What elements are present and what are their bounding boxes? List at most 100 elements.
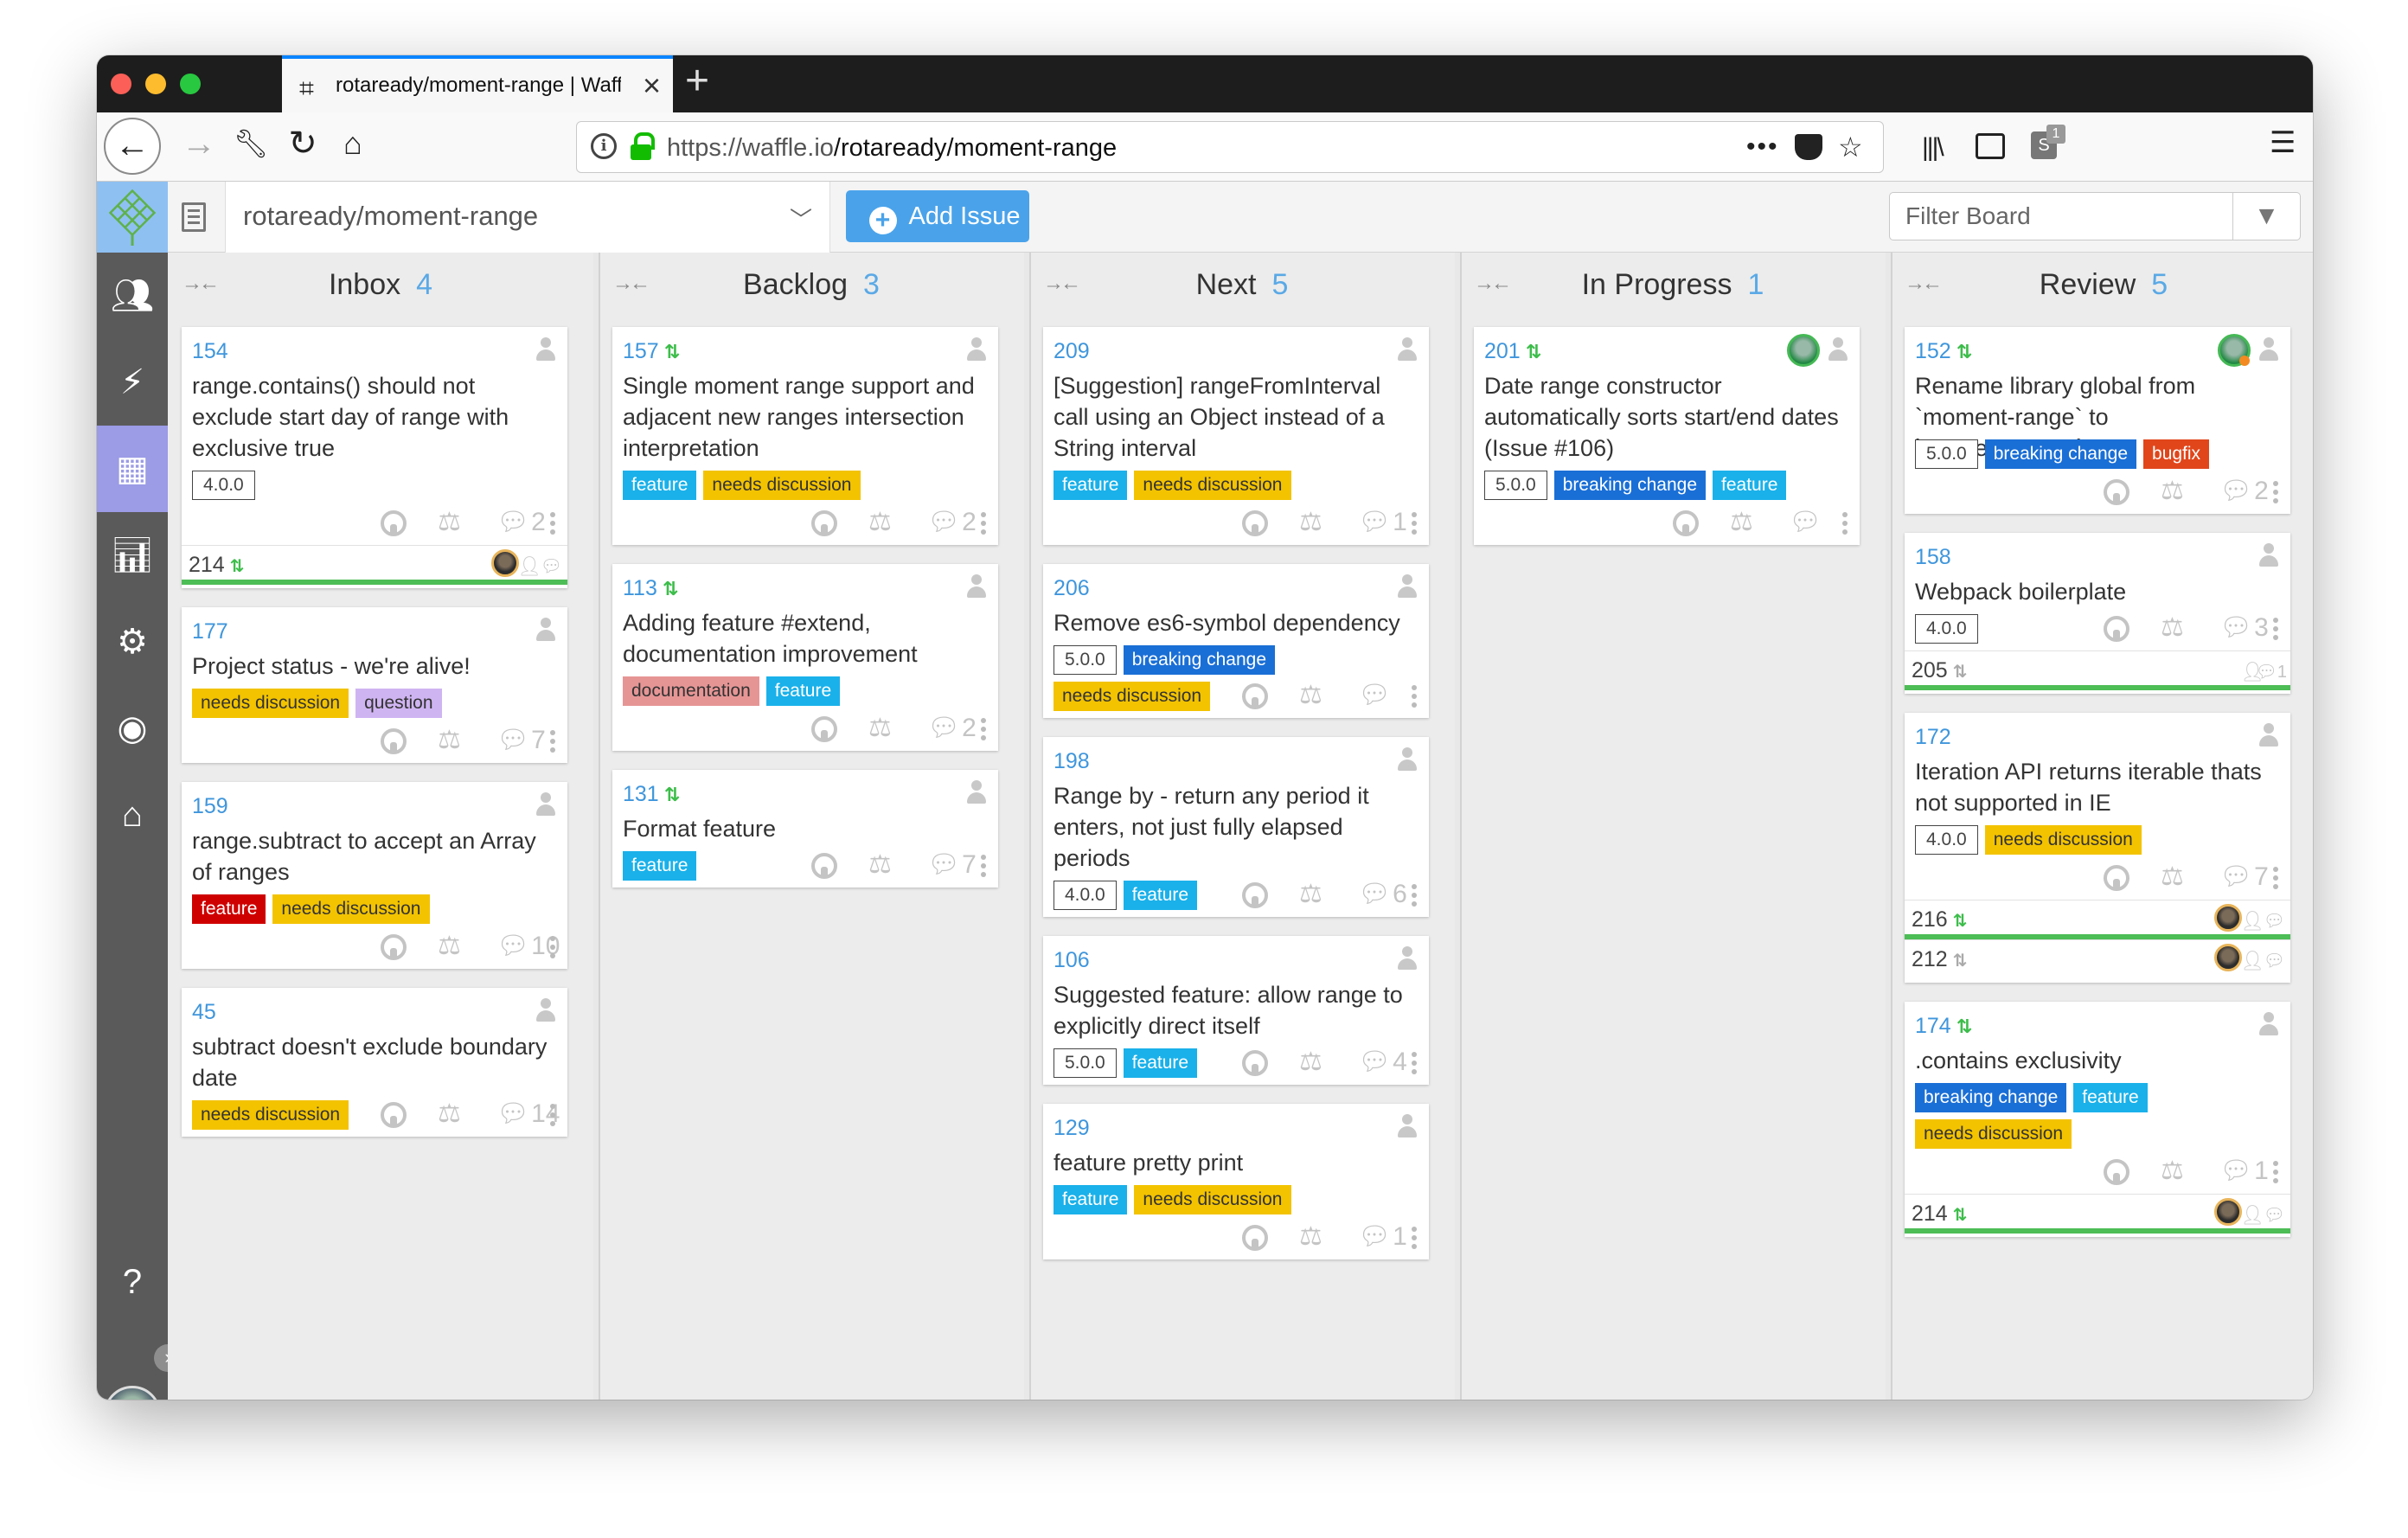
- issue-number[interactable]: 172: [1915, 725, 1951, 750]
- issue-number[interactable]: 152 ⇅: [1915, 339, 1972, 364]
- issue-number[interactable]: 206: [1054, 576, 1090, 601]
- help-icon[interactable]: ?: [122, 1263, 143, 1301]
- card-menu-icon[interactable]: [1412, 685, 1417, 711]
- sidebar-home-icon[interactable]: ⌂: [121, 796, 144, 834]
- comments-icon[interactable]: 💬︎2: [927, 508, 977, 536]
- address-bar[interactable]: i https://waffle.io/rotaready/moment-ran…: [576, 121, 1884, 173]
- milestone-badge[interactable]: 5.0.0: [1054, 645, 1117, 675]
- menu-icon[interactable]: ☰: [2270, 126, 2296, 159]
- milestone-scale-icon[interactable]: ⚖︎: [1299, 1222, 1322, 1251]
- linked-pull-request[interactable]: 214 ⇅ 👤︎ 💬︎: [182, 545, 567, 585]
- home-icon[interactable]: ⌂: [343, 125, 362, 161]
- more-actions-icon[interactable]: •••: [1746, 132, 1779, 161]
- github-icon[interactable]: [1242, 680, 1268, 711]
- linked-pull-request[interactable]: 214 ⇅ 👤︎ 💬︎: [1905, 1194, 2290, 1234]
- issue-title[interactable]: Suggested feature: allow range to explic…: [1054, 982, 1403, 1039]
- label-bugfix[interactable]: bugfix: [2143, 439, 2210, 469]
- linked-pr-comments-icon[interactable]: 💬︎: [540, 557, 562, 576]
- label-needs-discussion[interactable]: needs discussion: [1984, 825, 2142, 855]
- close-window-button[interactable]: [111, 74, 131, 94]
- issue-title[interactable]: range.contains() should not exclude star…: [192, 373, 509, 461]
- label-breaking-change[interactable]: breaking change: [1553, 471, 1707, 500]
- issue-number[interactable]: 209: [1054, 339, 1090, 364]
- milestone-scale-icon[interactable]: ⚖︎: [868, 508, 892, 536]
- assignee-icon[interactable]: [535, 618, 557, 642]
- github-icon[interactable]: [1242, 1047, 1268, 1078]
- issue-card[interactable]: 158 Webpack boilerplate 4.0.0 ⚖︎ 💬︎3 205 ⇅ 👤︎ 💬︎…: [1905, 533, 2290, 694]
- linked-pr-avatar[interactable]: [2214, 1198, 2242, 1226]
- issue-title[interactable]: Adding feature #extend, documentation im…: [623, 610, 918, 667]
- milestone-scale-icon[interactable]: ⚖︎: [438, 508, 461, 536]
- forward-button[interactable]: →: [182, 125, 216, 163]
- card-menu-icon[interactable]: [550, 730, 555, 756]
- milestone-badge[interactable]: 4.0.0: [1915, 614, 1978, 644]
- comments-icon[interactable]: 💬︎4: [1358, 1048, 1407, 1076]
- linked-pr-avatar[interactable]: [2214, 904, 2242, 932]
- comments-icon[interactable]: 💬︎1: [1358, 1222, 1407, 1251]
- issue-card[interactable]: 209 [Suggestion] rangeFromInterval call u…: [1043, 327, 1429, 545]
- issue-card[interactable]: 201 ⇅ Date range constructor automatically…: [1474, 327, 1860, 545]
- add-issue-button[interactable]: + Add Issue: [846, 190, 1029, 242]
- linked-pr-comments-icon[interactable]: 💬︎: [2263, 952, 2285, 971]
- issue-card[interactable]: 177 Project status - we're alive! needs di…: [182, 607, 567, 763]
- issue-title[interactable]: Project status - we're alive!: [192, 653, 471, 679]
- label-breaking-change[interactable]: breaking change: [1123, 645, 1276, 675]
- label-feature[interactable]: feature: [2073, 1083, 2148, 1112]
- issue-title[interactable]: [Suggestion] rangeFromInterval call usin…: [1054, 373, 1385, 461]
- label-needs-discussion[interactable]: needs discussion: [1134, 471, 1291, 500]
- linked-pr-assignee-icon[interactable]: 👤︎: [517, 555, 541, 577]
- github-icon[interactable]: [381, 931, 407, 962]
- sidebar-lightning-icon[interactable]: ⚡︎: [119, 363, 145, 401]
- label-feature[interactable]: feature: [1123, 881, 1198, 910]
- github-icon[interactable]: [811, 713, 837, 744]
- url-text[interactable]: https://waffle.io/rotaready/moment-range: [667, 134, 1117, 163]
- issue-number[interactable]: 106: [1054, 948, 1090, 973]
- github-icon[interactable]: [1673, 507, 1699, 538]
- linked-pull-request[interactable]: 212 ⇅ 👤︎ 💬︎: [1905, 939, 2290, 979]
- milestone-scale-icon[interactable]: ⚖︎: [1299, 880, 1322, 908]
- issue-number[interactable]: 198: [1054, 749, 1090, 774]
- issue-number[interactable]: 45: [192, 1000, 216, 1025]
- milestone-badge[interactable]: 5.0.0: [1915, 439, 1978, 469]
- comments-icon[interactable]: 💬︎2: [2219, 477, 2269, 505]
- close-tab-icon[interactable]: ×: [642, 67, 661, 103]
- library-icon[interactable]: |||\: [1922, 133, 1944, 162]
- issue-number[interactable]: 174 ⇅: [1915, 1014, 1972, 1039]
- linked-pr-comments-icon[interactable]: 💬︎1: [2255, 663, 2287, 682]
- issue-card[interactable]: 129 feature pretty print feature needs disc…: [1043, 1104, 1429, 1259]
- issue-number[interactable]: 129: [1054, 1116, 1090, 1141]
- issue-title[interactable]: Format feature: [623, 816, 777, 842]
- milestone-scale-icon[interactable]: ⚖︎: [1299, 508, 1322, 536]
- milestone-badge[interactable]: 4.0.0: [1915, 825, 1978, 855]
- sidebar-people-icon[interactable]: 👥︎: [110, 277, 155, 315]
- comments-icon[interactable]: 💬︎2: [496, 508, 546, 536]
- sidebar-toggle-icon[interactable]: [1976, 133, 2005, 159]
- linked-pr-avatar[interactable]: [2214, 944, 2242, 971]
- issue-title[interactable]: Iteration API returns iterable thats not…: [1915, 759, 2262, 816]
- assignee-icon[interactable]: [535, 998, 557, 1022]
- card-menu-icon[interactable]: [981, 855, 986, 881]
- label-breaking-change[interactable]: breaking change: [1984, 439, 2137, 469]
- milestone-scale-icon[interactable]: ⚖︎: [2161, 1157, 2184, 1185]
- issue-card[interactable]: 174 ⇅ .contains exclusivity breaking change…: [1905, 1002, 2290, 1237]
- card-menu-icon[interactable]: [550, 512, 555, 538]
- issue-title[interactable]: Date range constructor automatically sor…: [1484, 373, 1839, 461]
- linked-pr-assignee-icon[interactable]: 👤︎: [2240, 1204, 2264, 1226]
- milestone-scale-icon[interactable]: ⚖︎: [1730, 508, 1753, 536]
- card-menu-icon[interactable]: [1412, 884, 1417, 910]
- back-button[interactable]: ←: [104, 118, 161, 175]
- issue-card[interactable]: 152 ⇅ Rename library global from `moment-r…: [1905, 327, 2290, 514]
- comments-icon[interactable]: 💬︎: [1358, 681, 1392, 709]
- filter-board-input[interactable]: [1890, 193, 2236, 240]
- issue-number[interactable]: 113 ⇅: [623, 576, 678, 601]
- milestone-scale-icon[interactable]: ⚖︎: [1299, 681, 1322, 709]
- issue-number[interactable]: 131 ⇅: [623, 782, 680, 807]
- label-feature-red[interactable]: feature: [192, 894, 266, 924]
- milestone-badge[interactable]: 5.0.0: [1484, 471, 1547, 500]
- assignee-icon[interactable]: [1396, 337, 1419, 362]
- assignee-icon[interactable]: [2258, 337, 2280, 362]
- issue-card[interactable]: 206 Remove es6-symbol dependency 5.0.0 brea…: [1043, 564, 1429, 718]
- comments-icon[interactable]: 💬︎7: [2219, 862, 2269, 891]
- github-icon[interactable]: [381, 725, 407, 756]
- comments-icon[interactable]: 💬︎2: [927, 714, 977, 742]
